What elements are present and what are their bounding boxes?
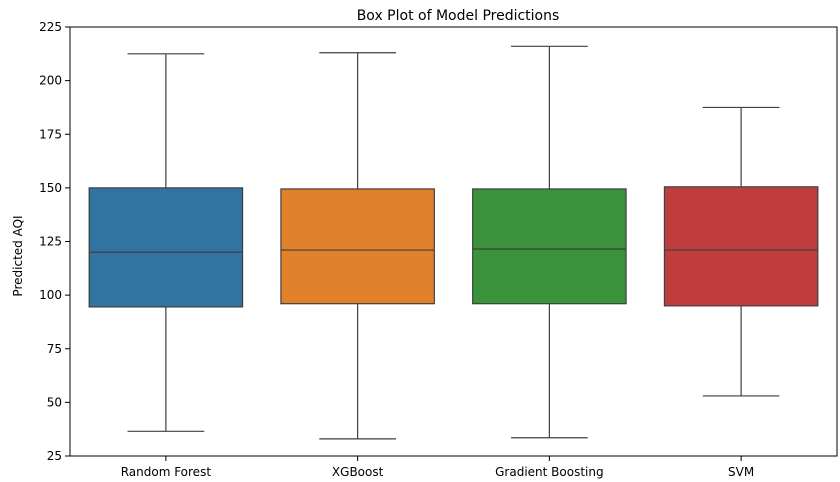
- y-tick-label: 175: [39, 127, 62, 141]
- axes-frame: [69, 26, 838, 457]
- x-tick-label: Random Forest: [121, 465, 212, 479]
- box-3: [472, 188, 627, 305]
- box-1: [88, 187, 244, 308]
- plot-area: 25 50 75 100 125 150 175 200 225 Random Forest XGB…: [39, 20, 838, 479]
- box-2: [280, 188, 435, 305]
- x-tick-label: SVM: [728, 465, 754, 479]
- y-tick-label: 125: [39, 235, 62, 249]
- x-tick-label: XGBoost: [332, 465, 384, 479]
- box-4: [663, 186, 819, 307]
- x-tick-label: Gradient Boosting: [495, 465, 603, 479]
- y-tick-label: 50: [47, 395, 62, 409]
- y-tick-label: 25: [47, 449, 62, 463]
- y-tick-label: 225: [39, 20, 62, 34]
- y-axis-label: Predicted AQI: [11, 215, 25, 296]
- chart-title: Box Plot of Model Predictions: [357, 8, 560, 24]
- y-tick-label: 75: [47, 342, 62, 356]
- y-tick-label: 100: [39, 288, 62, 302]
- y-tick-label: 200: [39, 74, 62, 88]
- y-tick-label: 150: [39, 181, 62, 195]
